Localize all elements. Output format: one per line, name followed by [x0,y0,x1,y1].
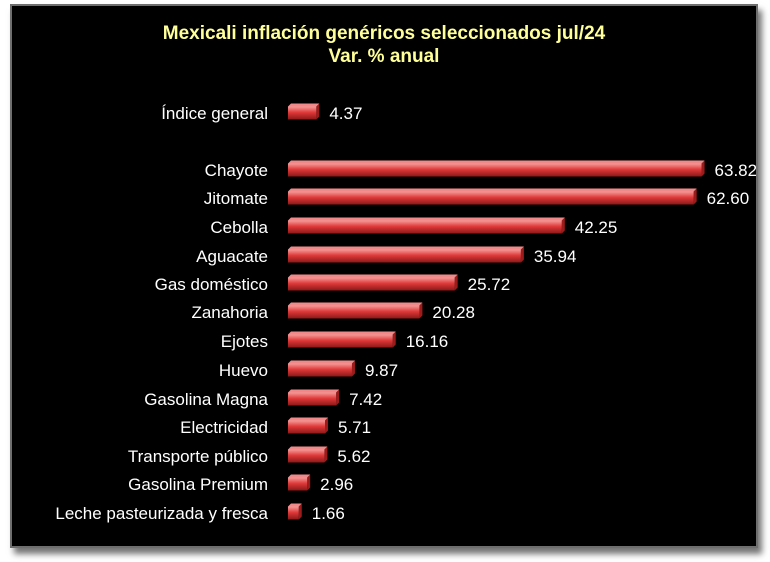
bar-side [561,217,565,234]
category-label: Gasolina Premium [128,475,268,494]
bar [288,392,337,406]
category-label: Huevo [219,361,268,380]
bar [288,220,562,234]
chart-title-block: Mexicali inflación genéricos seleccionad… [12,22,756,68]
value-label: 25.72 [468,275,511,294]
bar [288,163,702,177]
value-label: 5.62 [337,447,370,466]
bar [288,305,420,319]
bar [288,506,299,520]
bar [288,249,521,263]
category-label: Jitomate [204,189,268,208]
bar-top [288,389,340,393]
bar-top [288,446,328,450]
bar-chart: Índice general 4.37 Chayote 63.82 Jitomate 62… [55,103,756,523]
bar-top [288,246,524,250]
bar-side [324,446,328,463]
bar-side [419,302,423,319]
bar [288,363,352,377]
bar [288,277,455,291]
bar-top [288,360,355,364]
value-label: 7.42 [349,390,382,409]
value-label: 2.96 [320,475,353,494]
bar [288,334,393,348]
bar-side [298,503,302,520]
bar-top [288,160,705,164]
category-label: Gas doméstico [155,275,268,294]
bar [288,191,694,205]
category-label: Índice general [161,104,268,123]
category-label: Zanahoria [191,303,268,322]
bar-top [288,302,423,306]
bar-top [288,331,396,335]
category-label: Transporte público [128,447,268,466]
value-label: 16.16 [406,332,449,351]
value-label: 42.25 [575,218,618,237]
category-label: Aguacate [196,247,268,266]
value-label: 9.87 [365,361,398,380]
category-label: Leche pasteurizada y fresca [55,504,268,523]
bar [288,420,326,434]
bar-top [288,274,458,278]
value-label: 20.28 [432,303,475,322]
bar [288,106,317,120]
category-label: Ejotes [221,332,268,351]
bar [288,477,308,491]
value-label: 5.71 [338,418,371,437]
category-label: Cebolla [210,218,268,237]
bar-side [392,331,396,348]
bar-side [701,160,705,177]
bar-top [288,417,329,421]
bar-side [693,188,697,205]
value-label: 63.82 [715,161,756,180]
bar-top [288,217,565,221]
value-label: 35.94 [534,247,577,266]
bar-side [316,103,320,120]
category-label: Electricidad [180,418,268,437]
bars-group: Índice general 4.37 Chayote 63.82 Jitomate 62… [55,103,756,523]
value-label: 62.60 [707,189,750,208]
bar-top [288,188,697,192]
value-label: 4.37 [329,104,362,123]
category-label: Gasolina Magna [144,390,268,409]
chart-subtitle: Var. % anual [328,46,440,67]
category-label: Chayote [205,161,268,180]
bar-side [520,246,524,263]
chart-title: Mexicali inflación genéricos seleccionad… [162,23,606,44]
bar-side [336,389,340,406]
chart-frame: Mexicali inflación genéricos seleccionad… [10,4,758,548]
bar-side [325,417,329,434]
value-label: 1.66 [312,504,345,523]
bar [288,449,325,463]
bar-top [288,474,311,478]
bar-side [454,274,458,291]
bar-side [307,474,311,491]
bar-side [351,360,355,377]
bar-top [288,103,320,107]
bar-top [288,503,302,507]
